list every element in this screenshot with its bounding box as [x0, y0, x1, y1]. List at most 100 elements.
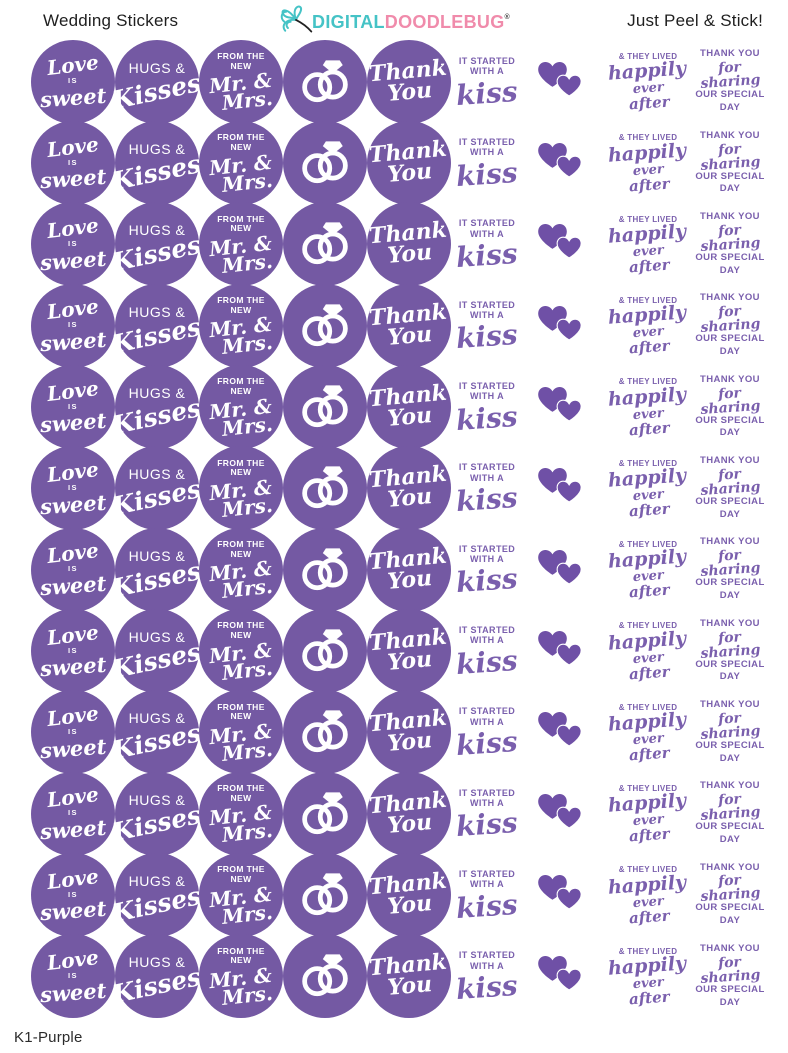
sticker-text: NEW: [230, 223, 252, 234]
cell-thank-you: Thank You: [367, 934, 451, 1019]
cell-two-hearts: [523, 366, 603, 447]
sticker-text: IS: [67, 401, 79, 411]
sticker-text: NEW: [230, 548, 252, 559]
sticker-it-started-with-a-kiss: IT STARTED WITH A kiss: [451, 950, 523, 1006]
cell-love-is-sweet: Love IS sweet: [31, 690, 115, 775]
sticker-script-block: Thank You: [368, 380, 449, 432]
sticker-text: FROM THE: [217, 864, 265, 875]
cell-it-started-with-a-kiss: IT STARTED WITH A kiss: [451, 773, 523, 854]
sticker-text: IT STARTED: [458, 381, 516, 392]
registered-trademark: ®: [504, 14, 510, 21]
sticker-it-started-with-a-kiss: IT STARTED WITH A kiss: [451, 788, 523, 844]
sticker-text: WITH A: [469, 66, 505, 77]
sticker-row: Love IS sweet HUGS & Kisses FROM THE NEW…: [31, 121, 767, 205]
cell-love-is-sweet: Love IS sweet: [31, 121, 115, 205]
sticker-text: NEW: [230, 385, 252, 396]
cell-hugs-and-kisses: HUGS & Kisses: [110, 852, 204, 937]
sticker-text: NEW: [230, 711, 252, 722]
sticker-thank-you-for-sharing: THANK YOU for sharing OUR SPECIAL DAY: [693, 618, 767, 684]
cell-from-the-new-mr-and-mrs: FROM THE NEW Mr. & Mrs.: [199, 364, 283, 449]
sticker-text: Love: [45, 700, 101, 732]
sticker-text: OUR SPECIAL: [695, 658, 765, 670]
sticker-row: Love IS sweet HUGS & Kisses FROM THE NEW…: [31, 690, 767, 775]
cell-happily-ever-after: & THEY LIVED happily ever after: [603, 692, 693, 773]
brand-name: DIGITALDOODLEBUG®: [312, 12, 510, 33]
sticker-text: OUR SPECIAL: [695, 251, 765, 263]
cell-two-hearts: [523, 41, 603, 122]
cell-happily-ever-after: & THEY LIVED happily ever after: [603, 936, 693, 1017]
sticker-text: THANK YOU: [700, 861, 760, 873]
sticker-text: for sharing: [700, 628, 761, 662]
sticker-from-the-new-mr-and-mrs: FROM THE NEW Mr. & Mrs.: [199, 852, 283, 937]
sticker-text: for sharing: [700, 872, 761, 906]
sticker-hugs-and-kisses: HUGS & Kisses: [110, 608, 204, 693]
sticker-script-block: Thank You: [368, 705, 449, 757]
sticker-text: NEW: [230, 467, 252, 478]
two-hearts-icon: [537, 955, 589, 997]
sticker-text: WITH A: [469, 228, 505, 239]
sticker-thank-you: Thank You: [367, 527, 451, 612]
sticker-text: Mrs.: [220, 411, 274, 441]
sticker-row: Love IS sweet HUGS & Kisses FROM THE NEW…: [31, 934, 767, 1019]
sticker-thank-you: Thank You: [367, 446, 451, 531]
cell-from-the-new-mr-and-mrs: FROM THE NEW Mr. & Mrs.: [199, 690, 283, 775]
sticker-from-the-new-mr-and-mrs: FROM THE NEW Mr. & Mrs.: [199, 121, 283, 205]
sticker-text: OUR SPECIAL: [695, 902, 765, 914]
sticker-happily-ever-after: & THEY LIVED happily ever after: [603, 215, 693, 277]
sticker-text: THANK YOU: [700, 210, 760, 222]
sticker-hugs-and-kisses: HUGS & Kisses: [110, 121, 204, 205]
sticker-script-block: Mr. & Mrs.: [208, 312, 274, 360]
sticker-text: IS: [67, 76, 79, 86]
cell-two-hearts: [523, 773, 603, 854]
sticker-hugs-and-kisses: HUGS & Kisses: [110, 39, 204, 124]
sticker-it-started-with-a-kiss: IT STARTED WITH A kiss: [451, 55, 523, 112]
sticker-text: sweet: [39, 651, 107, 682]
cell-two-hearts: [523, 692, 603, 773]
sticker-text: THANK YOU: [700, 942, 760, 954]
cell-from-the-new-mr-and-mrs: FROM THE NEW Mr. & Mrs.: [199, 771, 283, 856]
sticker-text: & THEY LIVED: [618, 784, 678, 794]
sticker-script-block: happily ever after: [607, 58, 688, 114]
sticker-text: OUR SPECIAL: [695, 89, 765, 101]
sticker-text: HUGS &: [128, 628, 186, 645]
cell-two-hearts: [523, 122, 603, 203]
sticker-text: Mrs.: [220, 330, 274, 360]
sticker-hugs-and-kisses: HUGS & Kisses: [110, 527, 204, 612]
sticker-hugs-and-kisses: HUGS & Kisses: [110, 202, 204, 287]
sticker-text: DAY: [719, 590, 741, 602]
cell-love-is-sweet: Love IS sweet: [31, 39, 115, 124]
cell-hugs-and-kisses: HUGS & Kisses: [110, 608, 204, 693]
sticker-text: IT STARTED: [458, 55, 516, 66]
sticker-text: DAY: [719, 427, 741, 439]
sticker-row: Love IS sweet HUGS & Kisses FROM THE NEW…: [31, 446, 767, 531]
sticker-script-block: Thank You: [368, 217, 449, 269]
sticker-script-block: Thank You: [368, 136, 449, 188]
sticker-text: DAY: [719, 183, 741, 195]
cell-from-the-new-mr-and-mrs: FROM THE NEW Mr. & Mrs.: [199, 121, 283, 205]
cell-it-started-with-a-kiss: IT STARTED WITH A kiss: [451, 41, 523, 122]
sticker-love-is-sweet: Love IS sweet: [31, 121, 115, 205]
sticker-text: Kisses: [110, 637, 204, 684]
sticker-hugs-and-kisses: HUGS & Kisses: [110, 364, 204, 449]
sticker-text: & THEY LIVED: [618, 540, 678, 550]
sticker-text: & THEY LIVED: [618, 702, 678, 712]
sticker-text: OUR SPECIAL: [695, 739, 765, 751]
sticker-text: sweet: [39, 570, 107, 601]
sticker-happily-ever-after: & THEY LIVED happily ever after: [603, 865, 693, 927]
sticker-thank-you: Thank You: [367, 283, 451, 368]
two-hearts-icon: [537, 467, 589, 509]
sticker-text: IS: [67, 239, 79, 249]
sticker-text: happily: [607, 708, 687, 736]
sticker-text: Love: [45, 782, 101, 813]
sticker-two-hearts: [523, 386, 603, 428]
cell-thank-you: Thank You: [367, 39, 451, 124]
cell-thank-you: Thank You: [367, 771, 451, 856]
two-hearts-icon: [537, 874, 589, 916]
sticker-row: Love IS sweet HUGS & Kisses FROM THE NEW…: [31, 202, 767, 287]
sticker-script-block: Thank You: [368, 542, 449, 594]
sticker-thank-you-for-sharing: THANK YOU for sharing OUR SPECIAL DAY: [693, 455, 767, 521]
sticker-happily-ever-after: & THEY LIVED happily ever after: [603, 947, 693, 1009]
sticker-wedding-rings: [283, 852, 367, 937]
sticker-text: Mrs.: [220, 818, 274, 848]
sticker-two-hearts: [523, 711, 603, 753]
